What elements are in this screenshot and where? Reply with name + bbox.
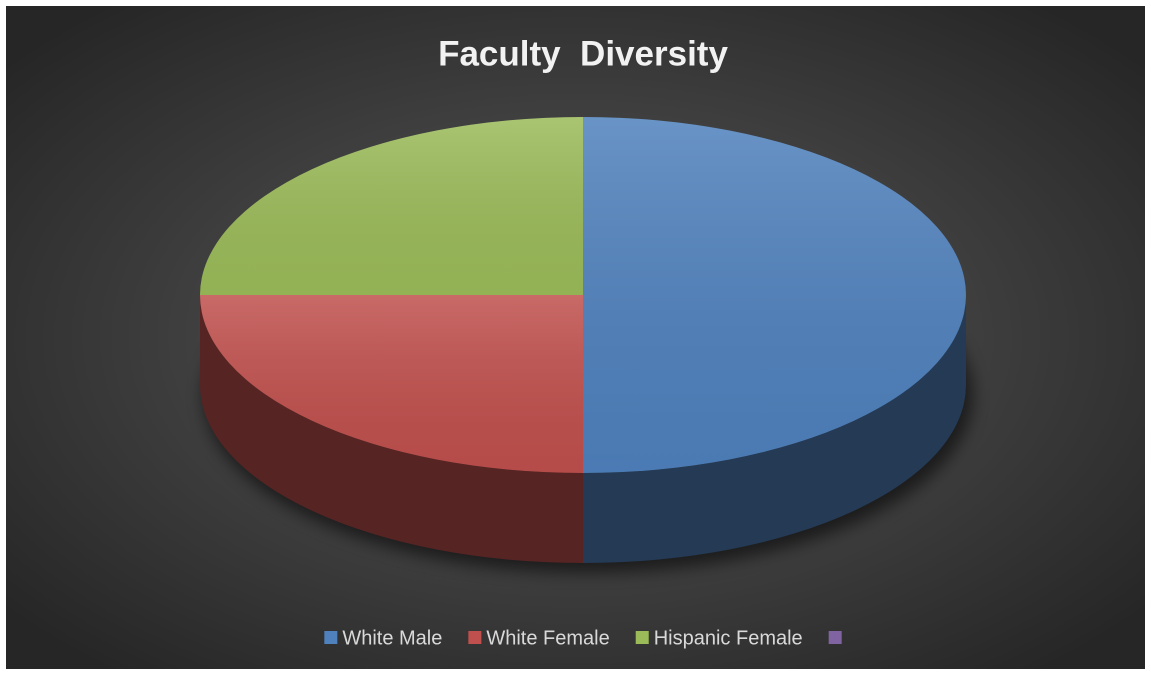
pie-slice-side bbox=[200, 295, 583, 563]
legend-label: White Male bbox=[342, 627, 442, 649]
legend-swatch bbox=[828, 631, 842, 644]
legend-swatch bbox=[468, 631, 482, 644]
pie-slice-shade bbox=[583, 117, 966, 473]
pie-slice-side bbox=[583, 295, 966, 563]
legend-label: Hispanic Female bbox=[654, 627, 803, 649]
pie-slice-shade bbox=[200, 295, 583, 473]
chart-title: Faculty Diversity bbox=[438, 34, 728, 73]
pie-slice-shade bbox=[200, 117, 583, 295]
legend-swatch bbox=[635, 631, 649, 644]
legend-label: White Female bbox=[486, 627, 609, 649]
legend-swatch bbox=[324, 631, 338, 644]
